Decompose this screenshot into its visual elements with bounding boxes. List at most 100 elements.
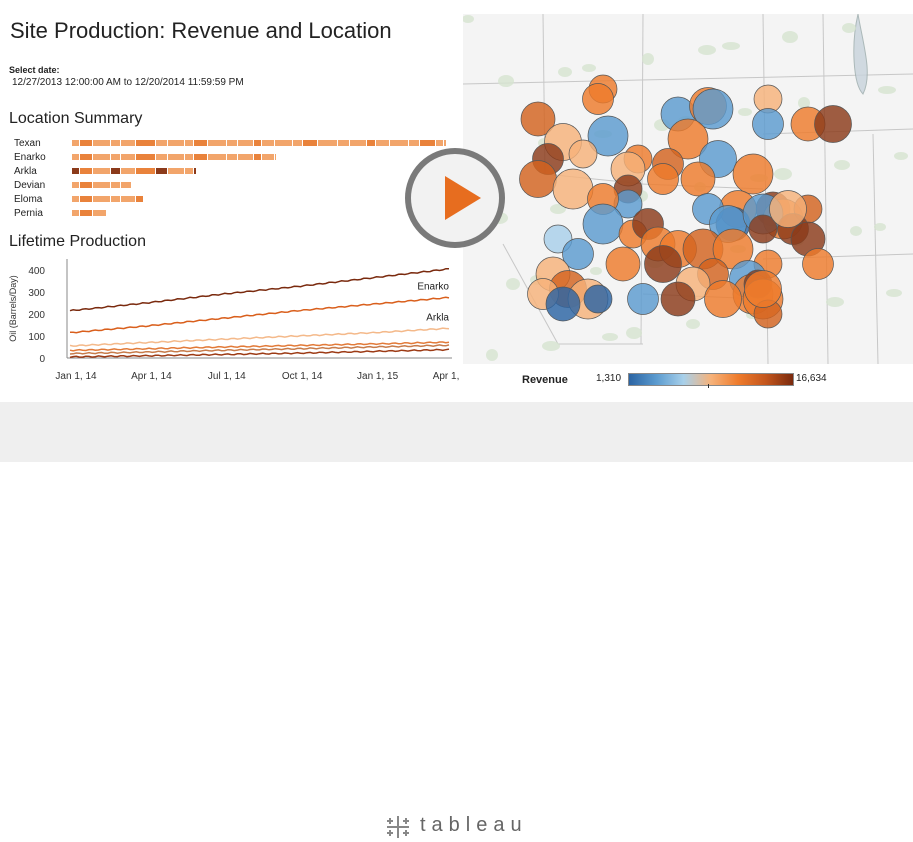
location-bar-segment: [168, 154, 184, 160]
location-bar-segment: [208, 154, 226, 160]
location-bar[interactable]: [72, 210, 107, 216]
site-bubble: [582, 203, 624, 245]
series-label: Enarko: [417, 282, 449, 293]
location-bar[interactable]: [72, 196, 144, 202]
location-bar-segment: [254, 140, 261, 146]
lake-icon: [853, 14, 868, 95]
location-bar-segment: [254, 154, 261, 160]
site-bubble: [680, 161, 716, 197]
location-summary-title: Location Summary: [9, 110, 143, 127]
play-icon[interactable]: [405, 148, 505, 248]
series-line: [69, 344, 450, 355]
land-patch: [582, 64, 596, 72]
location-bar-segment: [168, 140, 184, 146]
series-line: [69, 341, 450, 352]
land-patch: [774, 168, 792, 180]
legend-max: 16,634: [796, 373, 827, 384]
location-bar[interactable]: [72, 182, 132, 188]
site-bubble: [582, 83, 614, 115]
location-bar-segment: [293, 140, 302, 146]
location-bar-segment: [111, 154, 120, 160]
land-patch: [542, 341, 560, 351]
location-bar-segment: [136, 140, 155, 146]
location-bar-segment: [194, 168, 196, 174]
location-bar[interactable]: [72, 154, 277, 160]
location-bar-segment: [121, 154, 135, 160]
location-bar-segment: [185, 168, 193, 174]
location-bar-segment: [194, 154, 207, 160]
y-axis-label: Oil (Barrels/Day): [8, 275, 18, 342]
location-bar-segment: [72, 182, 79, 188]
y-tick-label: 0: [39, 354, 45, 365]
y-tick-label: 400: [28, 266, 45, 277]
location-bar-segment: [436, 140, 443, 146]
location-bar-segment: [350, 140, 366, 146]
site-bubble: [744, 270, 782, 308]
location-bar-segment: [367, 140, 375, 146]
x-tick-label: Jan 1, 14: [55, 371, 97, 382]
y-tick-label: 200: [28, 310, 45, 321]
location-bar[interactable]: [72, 140, 447, 146]
land-patch: [486, 349, 498, 361]
x-tick-label: Oct 1, 14: [282, 371, 323, 382]
location-bar-segment: [156, 168, 167, 174]
site-bubble: [814, 105, 852, 143]
state-border: [463, 73, 913, 85]
land-patch: [498, 75, 514, 87]
site-bubble: [562, 238, 594, 270]
location-bar-segment: [72, 154, 79, 160]
dashboard: Site Production: Revenue and Location Se…: [0, 0, 913, 402]
site-bubble: [667, 118, 709, 160]
site-bubble: [627, 283, 659, 315]
x-tick-label: Jan 1, 15: [357, 371, 399, 382]
location-bar-segment: [420, 140, 435, 146]
lifetime-production-title: Lifetime Production: [9, 233, 146, 250]
location-bar-segment: [262, 154, 274, 160]
location-bar-segment: [136, 154, 155, 160]
site-bubble: [752, 108, 784, 140]
location-bar-segment: [72, 196, 79, 202]
y-tick-label: 300: [28, 288, 45, 299]
legend-min: 1,310: [596, 373, 622, 384]
site-bubble: [545, 286, 581, 322]
revenue-map[interactable]: [463, 14, 913, 364]
land-patch: [782, 31, 798, 43]
location-bar-segment: [156, 140, 167, 146]
location-bar-segment: [376, 140, 389, 146]
location-bar[interactable]: [72, 168, 197, 174]
land-patch: [558, 67, 572, 77]
land-patch: [506, 278, 520, 290]
location-bar-segment: [208, 140, 226, 146]
state-border: [822, 14, 829, 364]
tableau-brand: tableau: [420, 814, 528, 836]
location-bar-segment: [80, 196, 92, 202]
land-patch: [878, 86, 896, 94]
site-bubble: [704, 280, 742, 318]
location-bar-segment: [80, 210, 92, 216]
location-bar-segment: [111, 182, 120, 188]
dashboard-title: Site Production: Revenue and Location: [10, 18, 392, 43]
land-patch: [642, 53, 654, 65]
location-bar-segment: [275, 140, 292, 146]
land-patch: [798, 97, 810, 109]
land-patch: [826, 297, 844, 307]
state-border: [872, 133, 879, 364]
land-patch: [463, 15, 474, 23]
location-bar-segment: [111, 168, 120, 174]
land-patch: [698, 45, 716, 55]
lifetime-production-chart[interactable]: 0 100 200 300 400 Jan 1, 14 Apr 1, 14 Jul 1, 14…: [0, 253, 460, 383]
location-bar-segment: [93, 182, 110, 188]
legend-color-ramp: [628, 373, 794, 386]
location-bar-segment: [185, 154, 193, 160]
tableau-cross-icon: [387, 816, 409, 838]
select-date-value[interactable]: 12/27/2013 12:00:00 AM to 12/20/2014 11:…: [12, 77, 244, 88]
land-patch: [894, 152, 908, 160]
land-patch: [722, 42, 740, 50]
site-bubble: [568, 139, 598, 169]
location-bar-segment: [338, 140, 349, 146]
select-date-label: Select date:: [9, 65, 60, 75]
site-bubble: [583, 284, 613, 314]
location-bar-segment: [185, 140, 193, 146]
location-bar-segment: [80, 140, 92, 146]
map-canvas[interactable]: [463, 14, 913, 364]
